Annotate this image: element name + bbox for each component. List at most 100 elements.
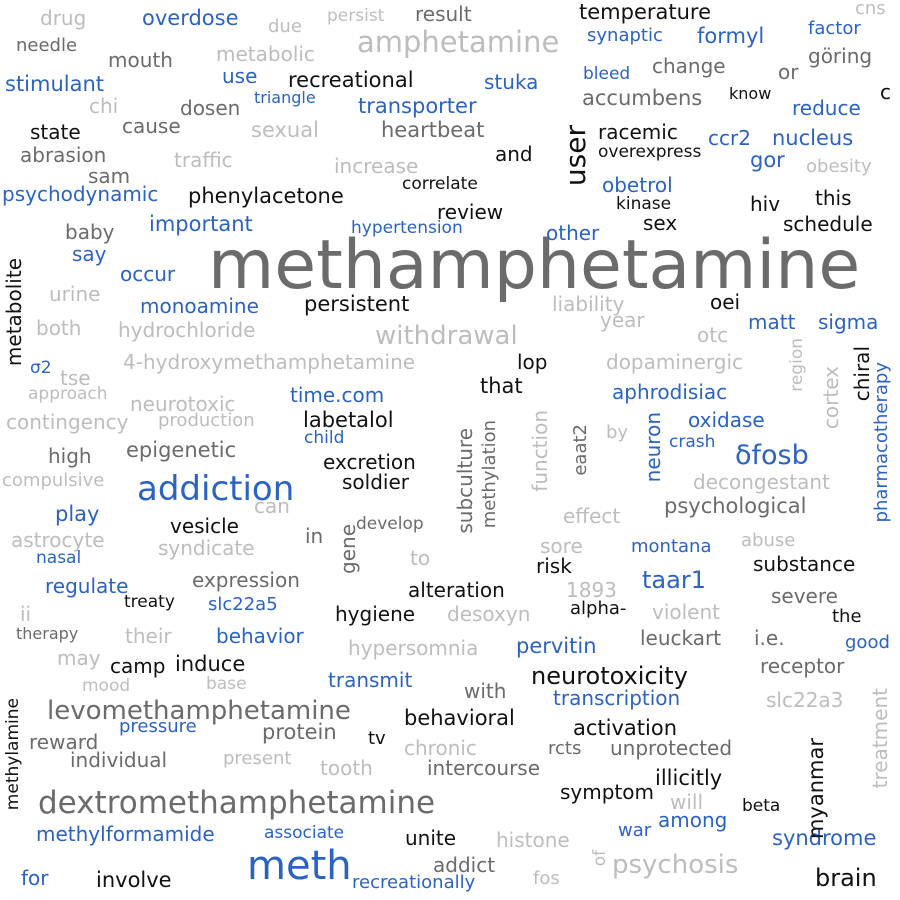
word: phenylacetone: [188, 184, 344, 208]
word: methylformamide: [36, 822, 215, 846]
word: illicitly: [655, 766, 723, 790]
word: individual: [70, 748, 168, 772]
word: child: [304, 428, 345, 448]
word: state: [30, 120, 81, 144]
word: temperature: [579, 0, 711, 24]
word: methylamine: [3, 698, 23, 811]
word: say: [72, 242, 107, 266]
word: persistent: [304, 292, 410, 316]
word: neuron: [641, 412, 665, 483]
word: recreationally: [352, 872, 476, 893]
word: severe: [771, 584, 838, 608]
word: of: [590, 850, 610, 867]
word: needle: [16, 35, 78, 56]
word: dosen: [180, 96, 241, 120]
word: sexual: [251, 118, 319, 142]
word: psychological: [664, 494, 807, 518]
word: pharmacotherapy: [871, 362, 892, 523]
word: c: [880, 80, 891, 104]
word: know: [729, 84, 772, 103]
word: meth: [247, 843, 352, 889]
word: hiv: [750, 192, 781, 216]
word: behavior: [216, 624, 304, 648]
word: war: [618, 820, 652, 841]
word: risk: [536, 554, 572, 578]
word: their: [125, 624, 172, 648]
word: ii: [20, 602, 32, 626]
word: 1893: [566, 578, 617, 602]
word: violent: [652, 600, 721, 624]
word: göring: [808, 44, 873, 68]
word: drug: [40, 6, 87, 30]
word: gene: [336, 524, 360, 574]
word: oxidase: [688, 408, 765, 432]
word: transporter: [358, 94, 477, 118]
word: urine: [49, 282, 101, 306]
word: other: [546, 221, 600, 245]
word: approach: [28, 384, 108, 404]
word: hypersomnia: [348, 636, 479, 660]
word: slc22a3: [766, 688, 844, 712]
word: correlate: [402, 174, 478, 194]
word: play: [55, 502, 100, 526]
word: montana: [631, 536, 712, 557]
word: among: [658, 808, 728, 832]
word: oei: [710, 290, 741, 314]
word: by: [606, 422, 629, 443]
word: occur: [120, 262, 176, 286]
word: this: [815, 186, 852, 210]
word: effect: [563, 504, 621, 528]
word: syndicate: [158, 536, 255, 560]
word: obetrol: [602, 173, 673, 197]
word: transcription: [553, 686, 681, 710]
word: good: [845, 632, 890, 653]
word: substance: [753, 552, 856, 576]
word: otc: [697, 323, 729, 347]
word: due: [268, 16, 302, 37]
word: heartbeat: [381, 118, 485, 142]
word: transmit: [328, 668, 413, 692]
word: symptom: [560, 780, 654, 804]
word: matt: [748, 310, 796, 334]
word: unprotected: [610, 736, 733, 760]
word: compulsive: [2, 470, 105, 491]
word: production: [158, 410, 255, 431]
word: methylation: [479, 420, 500, 529]
word: use: [222, 64, 258, 88]
word: associate: [264, 823, 345, 843]
word: reward: [29, 730, 99, 754]
word: and: [495, 142, 533, 166]
word: excretion: [323, 450, 416, 474]
word: base: [206, 674, 247, 694]
word: with: [464, 679, 507, 703]
word: receptor: [760, 654, 845, 678]
word: the: [832, 606, 862, 627]
word: or: [778, 60, 799, 84]
word: mood: [82, 676, 131, 696]
word: rcts: [548, 738, 582, 759]
word: tv: [368, 728, 386, 749]
word: obesity: [806, 156, 872, 177]
word: aphrodisiac: [612, 380, 728, 404]
word: regulate: [45, 574, 129, 598]
word: expression: [192, 568, 300, 592]
word: sigma: [818, 310, 879, 334]
word: nasal: [36, 548, 82, 568]
word: camp: [110, 654, 166, 678]
word: tooth: [320, 756, 373, 780]
word: abrasion: [20, 143, 107, 167]
word: pervitin: [516, 634, 597, 658]
word: neurotoxicity: [531, 662, 688, 690]
word: addiction: [137, 469, 295, 509]
word: overexpress: [598, 142, 702, 162]
word: withdrawal: [375, 321, 518, 351]
word: can: [254, 494, 290, 518]
word: amphetamine: [357, 25, 560, 59]
word: beta: [742, 796, 781, 816]
word: histone: [496, 828, 570, 852]
word: result: [415, 2, 472, 26]
word: neurotoxic: [130, 392, 236, 416]
word: 4-hydroxymethamphetamine: [123, 350, 416, 374]
word: vesicle: [170, 514, 239, 538]
word: hygiene: [335, 602, 416, 626]
